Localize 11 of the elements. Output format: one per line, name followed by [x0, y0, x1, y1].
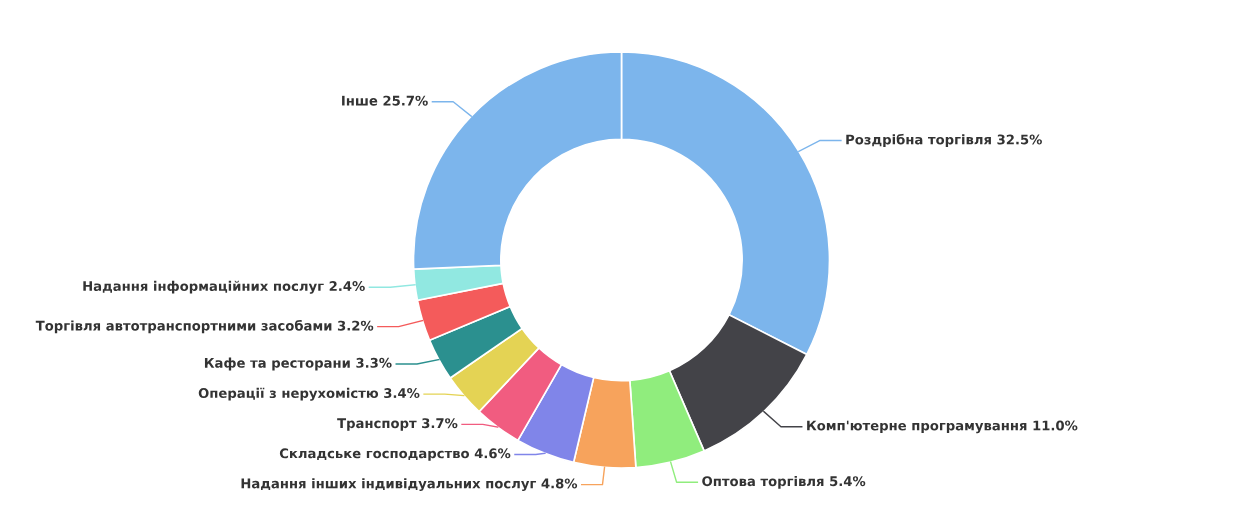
slice-label: Роздрібна торгівля 32.5%	[846, 133, 1042, 148]
slice-label: Надання інших індивідуальних послуг 4.8%	[241, 478, 578, 492]
slice-label: Транспорт 3.7%	[337, 418, 458, 431]
slice-label: Складське господарство 4.6%	[279, 448, 511, 461]
slice-label: Оптова торгівля 5.4%	[702, 475, 866, 489]
slice-label: Комп'ютерне програмування 11.0%	[807, 420, 1078, 434]
slice-label: Торгівля автотранспортними засобами 3.2%	[35, 319, 374, 334]
slice-label: Надання інформаційних послуг 2.4%	[83, 280, 365, 294]
slice-label: Кафе та ресторани 3.3%	[204, 357, 392, 371]
slice-label: Операції з нерухомістю 3.4%	[198, 387, 420, 401]
slice-label: Інше 25.7%	[342, 95, 428, 106]
